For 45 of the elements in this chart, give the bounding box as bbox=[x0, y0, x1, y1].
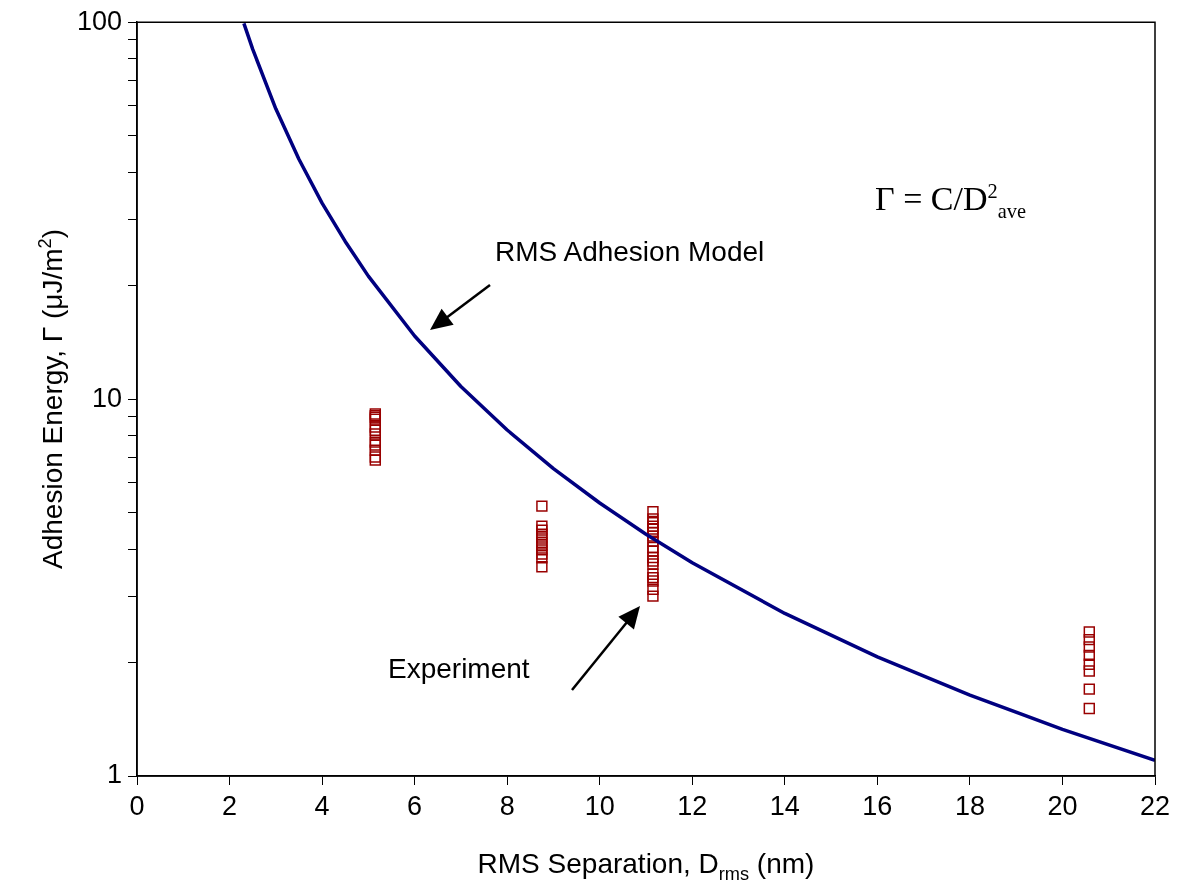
point bbox=[1083, 683, 1095, 695]
point bbox=[536, 520, 548, 532]
x-tick-label: 14 bbox=[769, 790, 800, 821]
point bbox=[1083, 641, 1095, 653]
x-axis-title: RMS Separation, D$_{rms}$ (nm) bbox=[476, 848, 816, 885]
x-tick-label: 4 bbox=[314, 790, 330, 821]
point bbox=[536, 540, 548, 552]
point bbox=[1083, 626, 1095, 638]
point bbox=[1083, 649, 1095, 662]
x-tick-label: 10 bbox=[584, 790, 615, 821]
point bbox=[647, 505, 659, 518]
x-tick-label: 12 bbox=[677, 790, 708, 821]
x-tick-label: 0 bbox=[129, 790, 145, 821]
x-tick-label: 16 bbox=[862, 790, 893, 821]
x-tick-label: 20 bbox=[1047, 790, 1078, 821]
x-tick-label: 18 bbox=[954, 790, 985, 821]
point bbox=[1083, 658, 1095, 670]
point bbox=[536, 544, 548, 556]
point bbox=[536, 561, 548, 573]
annotation: Experiment bbox=[388, 653, 530, 685]
point bbox=[647, 551, 659, 564]
point bbox=[536, 552, 548, 564]
point bbox=[536, 524, 548, 536]
point bbox=[647, 571, 659, 584]
point bbox=[1083, 633, 1095, 646]
y-tick-label: 10 bbox=[91, 382, 122, 413]
y-tick-label: 1 bbox=[106, 759, 122, 790]
x-tick-label: 22 bbox=[1139, 790, 1171, 821]
x-tick-label: 8 bbox=[499, 790, 515, 821]
point bbox=[536, 548, 548, 560]
point bbox=[647, 583, 659, 595]
point bbox=[647, 568, 659, 580]
x-tick-label: 6 bbox=[407, 790, 423, 821]
point bbox=[536, 532, 548, 544]
annotation: RMS Adhesion Model bbox=[495, 236, 765, 268]
point bbox=[647, 575, 659, 587]
point bbox=[536, 536, 548, 548]
x-tick-label: 2 bbox=[222, 790, 238, 821]
point bbox=[369, 428, 381, 440]
point bbox=[1083, 702, 1095, 715]
point bbox=[647, 590, 659, 602]
point bbox=[1083, 665, 1095, 677]
point bbox=[536, 528, 548, 540]
y-tick-label: 100 bbox=[76, 5, 122, 36]
point bbox=[536, 500, 548, 512]
